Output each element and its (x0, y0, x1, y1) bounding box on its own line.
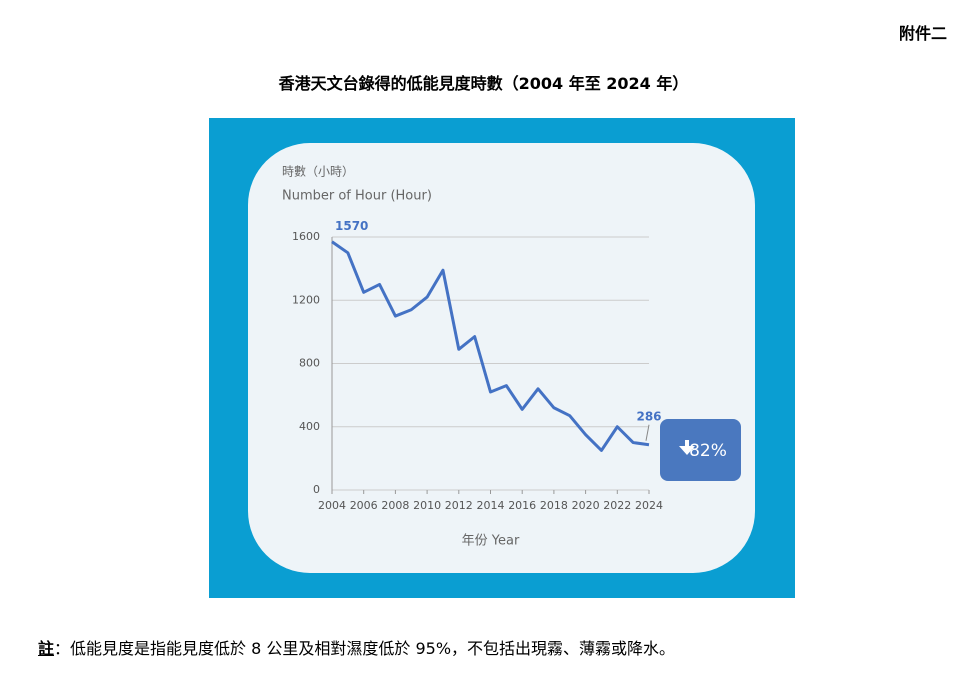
note: 註：低能見度是指能見度低於 8 公里及相對濕度低於 95%，不包括出現霧、薄霧或… (38, 635, 675, 659)
y-tick-label: 1200 (292, 293, 320, 306)
down-arrow (679, 440, 695, 455)
x-tick-label: 2022 (603, 499, 631, 512)
y-tick-label: 800 (299, 357, 320, 370)
y-tick-label: 1600 (292, 230, 320, 243)
x-tick-label: 2008 (381, 499, 409, 512)
data-label: 1570 (335, 219, 368, 233)
x-tick-label: 2024 (635, 499, 663, 512)
x-tick-label: 2006 (350, 499, 378, 512)
y-tick-label: 0 (313, 483, 320, 496)
data-label: 286 (636, 409, 661, 423)
x-tick-label: 2018 (540, 499, 568, 512)
x-tick-label: 2020 (572, 499, 600, 512)
title: 香港天文台錄得的低能見度時數（2004 年至 2024 年） (278, 74, 689, 93)
x-tick-label: 2010 (413, 499, 441, 512)
data-line (331, 240, 650, 452)
x-tick-label: 2014 (477, 499, 505, 512)
x-tick-label: 2016 (508, 499, 536, 512)
note-label: 註 (38, 639, 55, 658)
note-text: ：低能見度是指能見度低於 8 公里及相對濕度低於 95%，不包括出現霧、薄霧或降… (54, 639, 676, 658)
x-tick-label: 2004 (318, 499, 346, 512)
y-axis-label: Number of Hour (Hour) (282, 189, 432, 204)
badge-label: 82% (689, 441, 727, 461)
leader-line (645, 424, 650, 441)
y-axis-label: 時數（小時） (282, 165, 354, 179)
chart-panel (248, 143, 755, 573)
badge (660, 419, 741, 481)
header: 附件二 (898, 24, 947, 43)
x-tick-label: 2012 (445, 499, 473, 512)
y-tick-label: 400 (299, 420, 320, 433)
x-axis-label: 年份 Year (462, 534, 520, 549)
